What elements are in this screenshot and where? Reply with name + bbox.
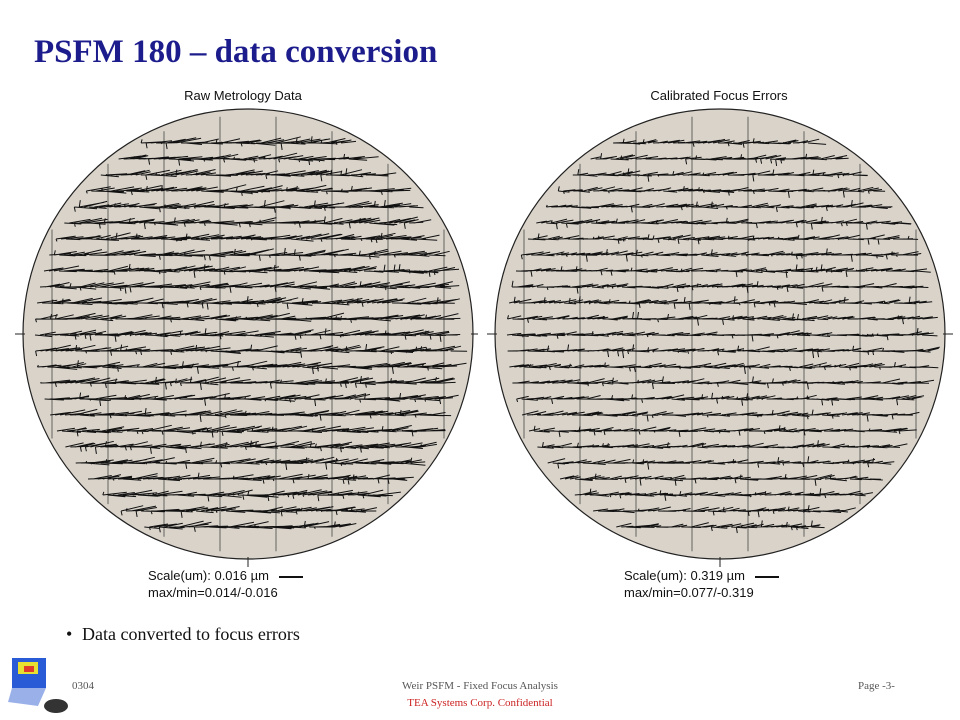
bullet-item: • Data converted to focus errors (66, 624, 300, 645)
raw-wafer-map (15, 108, 478, 567)
calibrated-wafer-map (487, 108, 953, 567)
bullet-text: Data converted to focus errors (82, 624, 300, 644)
maxmin-label: max/min=0.014/-0.016 (148, 585, 278, 600)
scale-label: Scale(um): 0.319 µm (624, 568, 779, 583)
scale-bar (754, 575, 779, 578)
focus-vectors (34, 136, 468, 533)
confidential-notice: TEA Systems Corp. Confidential (407, 697, 553, 709)
wafer-title: Raw Metrology Data (184, 88, 302, 103)
wafer-title: Calibrated Focus Errors (650, 88, 788, 103)
footer-title: Weir PSFM - Fixed Focus Analysis (402, 680, 558, 692)
scale-label: Scale(um): 0.016 µm (148, 568, 303, 583)
bullet-dot: • (66, 624, 73, 644)
maxmin-label: max/min=0.077/-0.319 (624, 585, 754, 600)
company-logo (8, 658, 68, 713)
vector-strokes (506, 138, 940, 534)
footer-code: 0304 (72, 680, 94, 692)
raw-metrology-panel: Raw Metrology Data Scale(um): 0.016 µm m… (8, 84, 478, 604)
scale-bar (278, 575, 303, 578)
slide-title: PSFM 180 – data conversion (34, 34, 438, 70)
calibrated-focus-panel: Calibrated Focus Errors Scale(um): 0.319… (484, 84, 954, 604)
focus-vectors (506, 138, 940, 534)
vector-strokes (34, 136, 468, 533)
footer-page: Page -3- (858, 680, 895, 692)
